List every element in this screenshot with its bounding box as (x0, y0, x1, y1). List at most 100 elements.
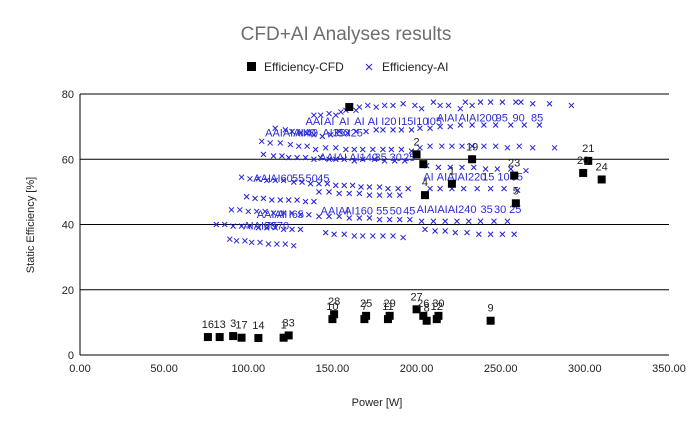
x-tick-label: 150.00 (316, 363, 350, 375)
ai-point-stroke-b (417, 144, 423, 151)
ai-point-stroke-b (332, 156, 339, 163)
ai-point-stroke-b (469, 102, 475, 109)
legend-cfd-marker (247, 62, 256, 71)
ai-point-stroke-b (417, 125, 423, 132)
ai-point-stroke-b (504, 144, 511, 151)
ai-point (373, 127, 380, 133)
ai-point-stroke-b (381, 102, 388, 109)
ai-point-stroke-b (331, 231, 337, 238)
ai-point (302, 198, 309, 205)
cfd-point (584, 156, 593, 165)
x-tick-label: 200.00 (400, 363, 434, 375)
ai-point-stroke-b (356, 104, 363, 110)
ai-point (454, 218, 460, 225)
ai-point (272, 125, 279, 132)
ai-point (317, 154, 324, 161)
ai-point (243, 193, 250, 200)
legend: Efficiency-CFD Efficiency-AI (247, 60, 448, 74)
ai-point (326, 156, 332, 163)
ai-point (477, 99, 484, 106)
x-tick-label: 0.00 (69, 363, 90, 375)
ai-point (386, 216, 393, 223)
ai-point (255, 175, 262, 182)
ai-point (260, 195, 267, 202)
ai-annotation-label: AI (354, 116, 364, 128)
ai-point-stroke-b (432, 228, 438, 234)
ai-point-stroke-b (356, 190, 363, 197)
ai-point (277, 140, 284, 146)
ai-annotation-label: 50 (390, 206, 402, 218)
ai-annotation-label: AI160 (344, 206, 373, 218)
ai-point-stroke-b (380, 127, 386, 133)
ai-point-stroke-b (523, 167, 529, 174)
ai-point (363, 128, 369, 135)
ai-point (287, 141, 294, 148)
ai-point (247, 175, 253, 182)
ai-point (481, 122, 487, 128)
cfd-point-label: 19 (466, 141, 478, 153)
y-axis-ticks: 0 20 40 60 80 (62, 89, 74, 362)
ai-point-stroke-b (380, 233, 386, 239)
ai-point-stroke-b (477, 99, 484, 106)
ai-point (376, 184, 383, 190)
ai-point (511, 231, 518, 238)
ai-point (366, 215, 373, 221)
x-axis-title: Power [W] (352, 397, 403, 409)
ai-point-stroke-b (568, 102, 575, 109)
ai-point (285, 154, 292, 161)
ai-point (514, 187, 521, 194)
ai-point-stroke-b (477, 218, 484, 225)
series-ai (213, 99, 575, 249)
ai-point-stroke-b (312, 146, 319, 153)
ai-point-stroke-b (252, 195, 258, 202)
ai-point (358, 184, 364, 190)
legend-cfd-label: Efficiency-CFD (264, 60, 344, 74)
ai-point (294, 154, 300, 161)
ai-point (422, 226, 428, 233)
ai-point (501, 185, 507, 192)
ai-point-stroke-b (267, 140, 274, 146)
ai-point-stroke-b (513, 99, 519, 106)
ai-point-stroke-b (418, 218, 425, 225)
cfd-point-label: 25 (360, 298, 372, 310)
ai-point (546, 100, 553, 107)
ai-point (311, 156, 317, 163)
ai-point-stroke-b (237, 206, 243, 213)
cfd-point-label: 11 (382, 301, 393, 313)
ai-point (459, 143, 465, 150)
ai-point (316, 189, 322, 195)
x-tick-label: 100.00 (231, 363, 265, 375)
ai-point (417, 125, 423, 132)
cfd-point (419, 311, 428, 320)
ai-point (247, 223, 253, 229)
ai-point (457, 122, 464, 128)
cfd-point-label: 16 (202, 319, 214, 331)
ai-point (406, 216, 413, 223)
ai-point (568, 102, 575, 109)
axes (79, 94, 669, 356)
legend-ai-x-glyph-stroke-b (365, 63, 373, 71)
ai-point (280, 210, 287, 216)
x-tick-label: 250.00 (484, 363, 518, 375)
ai-point-stroke-b (258, 138, 265, 145)
ai-point-stroke-b (369, 233, 376, 239)
ai-point-stroke-b (302, 198, 309, 205)
ai-point (449, 143, 455, 150)
ai-point-stroke-b (280, 177, 287, 184)
ai-point (529, 100, 536, 107)
ai-point-stroke-b (499, 99, 506, 106)
ai-point-stroke-b (272, 177, 279, 184)
ai-point-stroke-b (491, 218, 497, 225)
cfd-point (468, 155, 477, 164)
ai-annotation-label: AAI (306, 116, 324, 128)
ai-point-stroke-b (290, 179, 297, 185)
ai-point-stroke-b (272, 224, 279, 231)
ai-point (282, 241, 289, 247)
ai-point-stroke-b (322, 144, 329, 151)
ai-point (442, 218, 449, 225)
ai-point (462, 99, 469, 106)
cfd-point (579, 168, 588, 177)
ai-point (447, 164, 454, 171)
ai-point-stroke-b (332, 182, 339, 189)
ai-point (504, 144, 511, 151)
